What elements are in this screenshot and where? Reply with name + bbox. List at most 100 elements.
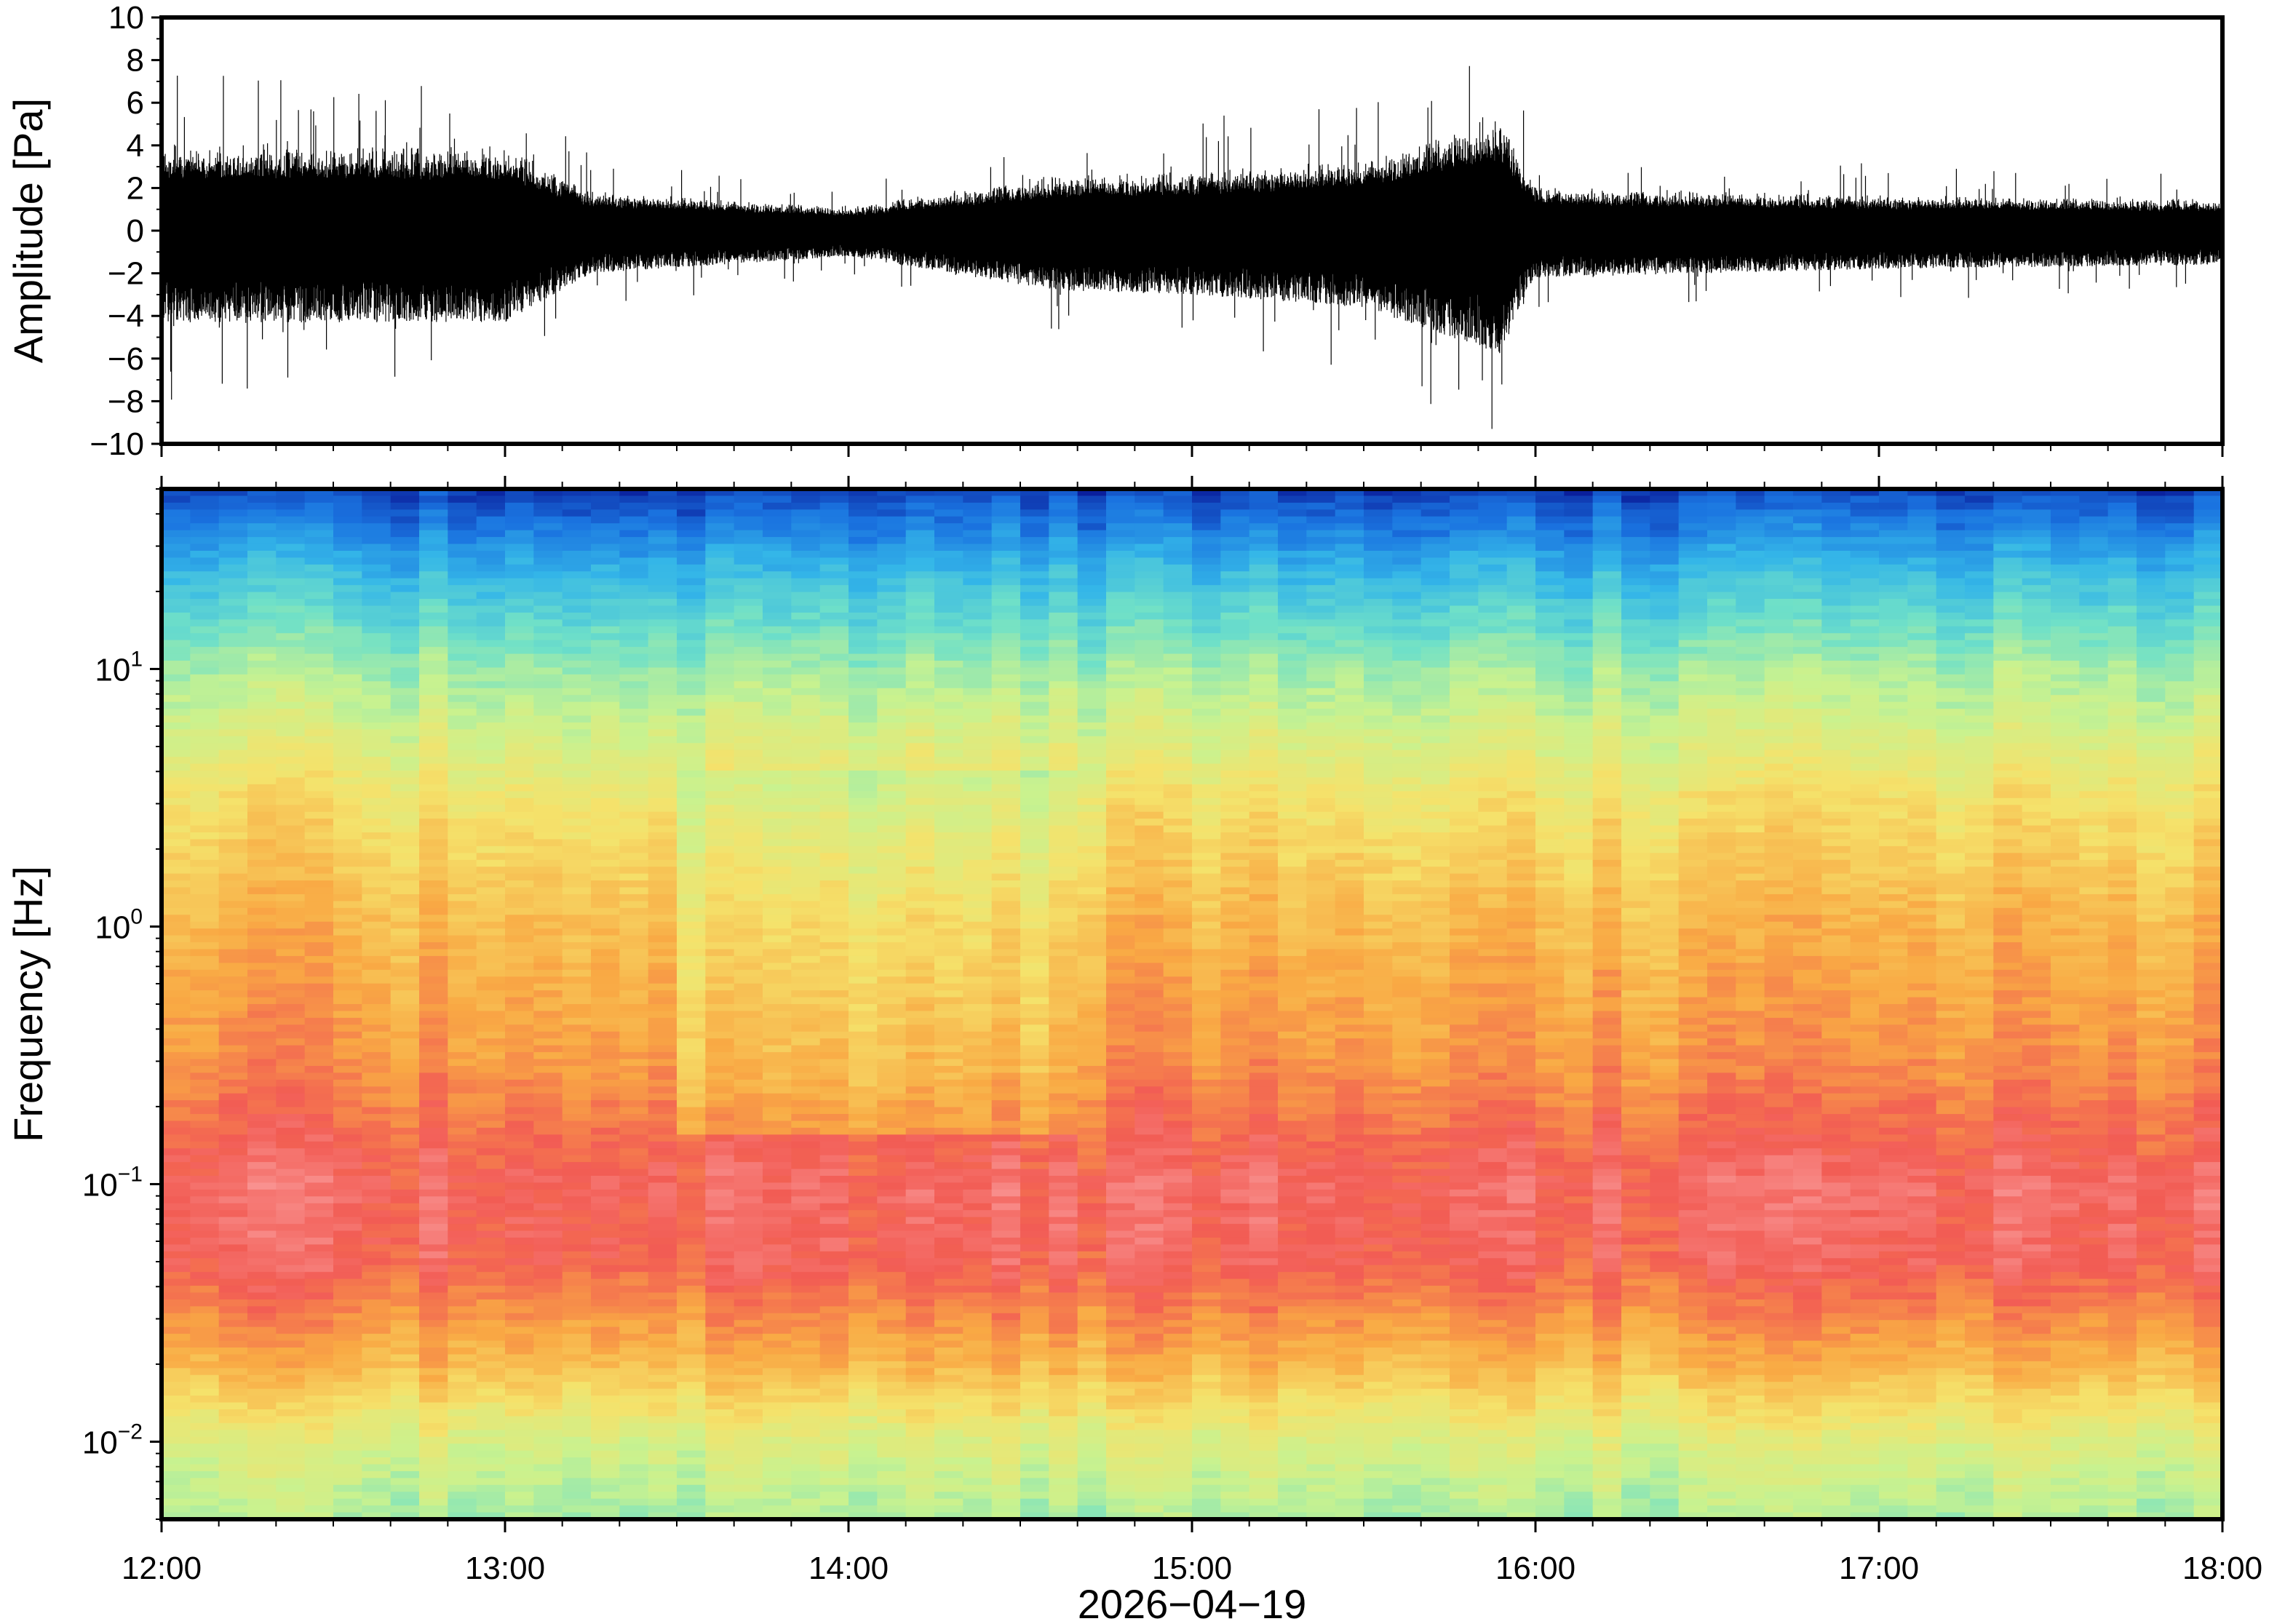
spectrogram-cell	[247, 1409, 277, 1417]
spectrogram-cell	[648, 1182, 677, 1190]
spectrogram-cell	[362, 489, 392, 497]
spectrogram-cell	[333, 859, 362, 867]
spectrogram-cell	[218, 1272, 248, 1280]
spectrogram-cell	[162, 880, 191, 888]
spectrogram-cell	[162, 1361, 191, 1369]
spectrogram-cell	[190, 757, 220, 765]
spectrogram-cell	[276, 681, 306, 689]
spectrogram-cell	[619, 880, 649, 888]
spectrogram-cell	[877, 1127, 907, 1135]
spectrogram-cell	[533, 901, 563, 909]
spectrogram-cell	[533, 839, 563, 847]
spectrogram-cell	[705, 777, 735, 785]
spectrogram-cell	[819, 1299, 849, 1307]
spectrogram-cell	[648, 1237, 677, 1245]
spectrogram-cell	[390, 1224, 420, 1232]
spectrogram-cell	[648, 1079, 677, 1087]
spectrogram-cell	[591, 1217, 620, 1225]
spectrogram-cell	[905, 1354, 935, 1362]
waveform-y-axis-title: Amplitude [Pa]	[5, 98, 51, 363]
spectrogram-cell	[218, 502, 248, 510]
spectrogram-cell	[505, 1402, 534, 1410]
spectrogram-cell	[963, 1059, 993, 1067]
spectrogram-cell	[619, 873, 649, 881]
spectrogram-cell	[218, 990, 248, 998]
spectrogram-cell	[505, 1374, 534, 1382]
spectrogram-cell	[304, 1278, 334, 1286]
spectrogram-cell	[190, 1450, 220, 1458]
spectrogram-cell	[362, 1127, 392, 1135]
spectrogram-cell	[591, 1374, 620, 1382]
spectrogram-cell	[619, 1038, 649, 1046]
spectrogram-cell	[276, 1402, 306, 1410]
spectrogram-cell	[505, 1052, 534, 1060]
spectrogram-cell	[591, 1436, 620, 1444]
spectrogram-cell	[333, 1464, 362, 1472]
spectrogram-cell	[304, 1011, 334, 1019]
spectrogram-cell	[734, 585, 763, 593]
spectrogram-cell	[905, 955, 935, 963]
spectrogram-cell	[247, 544, 277, 552]
spectrogram-cell	[362, 1444, 392, 1452]
spectrogram-cell	[877, 653, 907, 661]
spectrogram-cell	[276, 1306, 306, 1314]
spectrogram-cell	[562, 1148, 592, 1156]
spectrogram-cell	[591, 797, 620, 805]
spectrogram-cell	[934, 736, 963, 744]
spectrogram-cell	[247, 1169, 277, 1177]
spectrogram-cell	[362, 1464, 392, 1472]
spectrogram-cell	[218, 1498, 248, 1506]
spectrogram-cell	[362, 853, 392, 861]
spectrogram-cell	[390, 653, 420, 661]
spectrogram-cell	[390, 955, 420, 963]
spectrogram-cell	[162, 1409, 191, 1417]
spectrogram-cell	[362, 1141, 392, 1149]
spectrogram-cell	[190, 1086, 220, 1094]
spectrogram-cell	[304, 1031, 334, 1039]
spectrogram-cell	[276, 1251, 306, 1259]
spectrogram-cell	[448, 757, 477, 765]
spectrogram-cell	[276, 1505, 306, 1513]
spectrogram-cell	[734, 1382, 763, 1390]
spectrogram-cell	[705, 1340, 735, 1348]
spectrogram-cell	[791, 736, 821, 744]
spectrogram-cell	[419, 1457, 448, 1465]
spectrogram-cell	[1049, 1340, 1078, 1348]
spectrogram-cell	[1049, 1169, 1078, 1177]
spectrogram-cell	[362, 1230, 392, 1238]
spectrogram-cell	[877, 1478, 907, 1486]
spectrogram-cell	[991, 1148, 1021, 1156]
spectrogram-cell	[1049, 1505, 1078, 1513]
spectrogram-cell	[619, 1340, 649, 1348]
spectrogram-cell	[705, 907, 735, 915]
spectrogram-cell	[905, 605, 935, 613]
spectrogram-cell	[1049, 585, 1078, 593]
spectrogram-cell	[648, 681, 677, 689]
spectrogram-cell	[819, 661, 849, 669]
spectrogram-cell	[734, 853, 763, 861]
spectrogram-cell	[705, 949, 735, 957]
spectrogram-cell	[419, 1313, 448, 1321]
spectrogram-cell	[448, 1224, 477, 1232]
spectrogram-cell	[648, 1072, 677, 1080]
spectrogram-cell	[476, 1024, 506, 1032]
spectrogram-cell	[705, 1244, 735, 1252]
spectrogram-cell	[1020, 633, 1049, 641]
spectrogram-cell	[648, 743, 677, 751]
spectrogram-cell	[419, 502, 448, 510]
spectrogram-cell	[705, 1354, 735, 1362]
spectrogram-cell	[905, 667, 935, 675]
spectrogram-cell	[963, 819, 993, 827]
spectrogram-cell	[677, 722, 706, 730]
spectrogram-cell	[849, 777, 878, 785]
spectrogram-cell	[162, 1470, 191, 1478]
spectrogram-cell	[1020, 1017, 1049, 1025]
spectrogram-cell	[849, 1430, 878, 1438]
spectrogram-cell	[247, 530, 277, 538]
spectrogram-cell	[934, 839, 963, 847]
spectrogram-cell	[362, 633, 392, 641]
spectrogram-cell	[991, 942, 1021, 950]
spectrogram-cell	[849, 1348, 878, 1356]
spectrogram-cell	[849, 1011, 878, 1019]
spectrogram-cell	[162, 1251, 191, 1259]
